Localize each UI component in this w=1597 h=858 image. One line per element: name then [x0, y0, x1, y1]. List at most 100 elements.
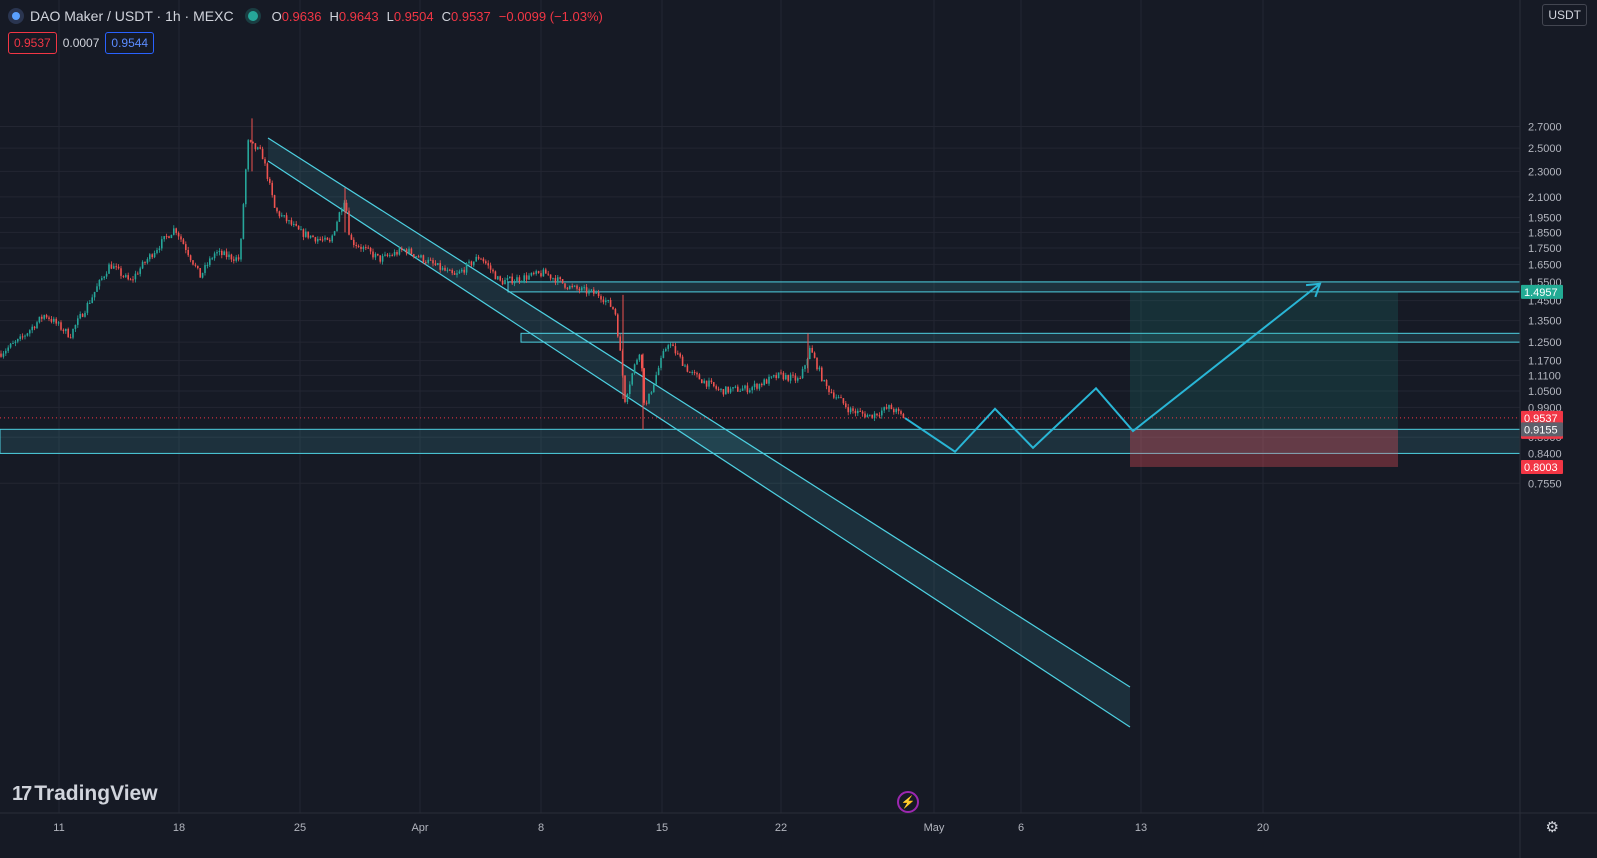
candle-body: [617, 314, 619, 337]
candle-body: [842, 398, 845, 404]
candle-body: [24, 335, 26, 337]
candle-body: [132, 279, 134, 281]
candle-body: [549, 274, 552, 279]
candle-body: [120, 268, 122, 276]
candle-body: [614, 308, 617, 315]
tradingview-wordmark: TradingView: [34, 782, 158, 805]
candle-body: [535, 271, 537, 274]
candle-body: [355, 245, 357, 247]
candle-body: [804, 365, 806, 369]
y-tick-label: 1.1700: [1528, 356, 1562, 368]
ohlc-change: −0.0099 (−1.03%): [498, 8, 603, 24]
candle-body: [626, 394, 629, 402]
candle-body: [290, 220, 293, 225]
descending-channel[interactable]: [267, 137, 1131, 728]
candle-body: [468, 261, 470, 264]
candle-body: [696, 372, 698, 375]
candle-body: [125, 275, 127, 277]
candle-body: [247, 140, 249, 170]
x-tick-label: 6: [1018, 822, 1024, 834]
candle-body: [547, 273, 549, 275]
candle-body: [624, 375, 626, 402]
candle-body: [768, 376, 770, 384]
candle-body: [605, 300, 607, 303]
candle-body: [801, 368, 804, 379]
candle-body: [717, 388, 720, 390]
candle-body: [29, 330, 31, 334]
lightning-icon[interactable]: ⚡: [897, 791, 919, 813]
candle-body: [422, 255, 425, 263]
buy-price-button[interactable]: 0.9544: [105, 32, 155, 54]
candle-body: [26, 333, 29, 336]
candle-body: [511, 276, 513, 284]
candle-body: [465, 263, 468, 273]
candle-body: [69, 337, 72, 339]
candle-body: [240, 238, 242, 260]
candle-body: [878, 415, 881, 417]
currency-selector[interactable]: USDT: [1542, 4, 1587, 26]
time-axis[interactable]: 11 18 25 Apr 8 15 22 May 6 13 20: [53, 822, 1269, 834]
gear-icon[interactable]: ⚙: [1545, 819, 1559, 836]
candle-body: [631, 373, 633, 385]
tradingview-logo[interactable]: 17 TradingView: [12, 782, 158, 806]
candle-body: [607, 299, 609, 301]
x-tick-label: 25: [294, 822, 306, 834]
candle-body: [698, 374, 701, 380]
candle-body: [552, 278, 554, 280]
candle-body: [357, 245, 360, 247]
candle-body: [362, 247, 365, 249]
candle-body: [545, 269, 547, 274]
spread-value: 0.0007: [62, 36, 100, 50]
projection-path[interactable]: [904, 282, 1322, 454]
candle-body: [398, 248, 401, 255]
candle-body: [437, 263, 439, 266]
symbol-title[interactable]: DAO Maker / USDT · 1h · MEXC: [30, 8, 234, 24]
candle-body: [780, 372, 782, 374]
candle-body: [269, 178, 271, 183]
candle-body: [225, 251, 228, 258]
candle-body: [321, 239, 324, 241]
candle-body: [333, 231, 336, 236]
candle-body: [261, 148, 264, 160]
candle-body: [149, 254, 151, 260]
candle-body: [96, 286, 98, 292]
candle-body: [297, 225, 300, 230]
candle-body: [900, 411, 902, 414]
candle-body: [458, 271, 461, 274]
candle-body: [792, 374, 794, 376]
y-tick-label: 2.7000: [1528, 122, 1562, 134]
candle-body: [319, 238, 321, 240]
candle-body: [230, 254, 233, 260]
candle-body: [237, 257, 240, 260]
candle-body: [43, 315, 45, 319]
candle-body: [869, 414, 871, 416]
x-tick-label: 8: [538, 822, 544, 834]
candle-body: [233, 259, 235, 261]
candle-body: [513, 281, 516, 284]
sell-price-button[interactable]: 0.9537: [8, 32, 57, 54]
price-label-text: 0.9537: [1524, 413, 1558, 425]
candle-body: [811, 347, 813, 353]
candle-body: [329, 239, 331, 242]
candle-body: [773, 375, 775, 377]
candle-body: [890, 405, 893, 410]
candle-body: [429, 259, 432, 261]
candle-body: [211, 258, 213, 260]
long-position-tool[interactable]: [1130, 291, 1398, 467]
candle-body: [204, 265, 206, 273]
candle-body: [897, 408, 900, 412]
y-tick-label: 1.7500: [1528, 243, 1562, 255]
candle-body: [823, 380, 825, 382]
candle-body: [108, 264, 110, 274]
candle-body: [252, 141, 254, 144]
candle-body: [425, 262, 427, 264]
candle-body: [813, 352, 816, 358]
candle-body: [117, 266, 120, 269]
candle-body: [799, 378, 801, 380]
candle-body: [50, 319, 53, 322]
candle-body: [636, 359, 638, 365]
candle-body: [653, 384, 655, 393]
candle-body: [830, 392, 833, 394]
channel-fill: [268, 138, 1130, 727]
